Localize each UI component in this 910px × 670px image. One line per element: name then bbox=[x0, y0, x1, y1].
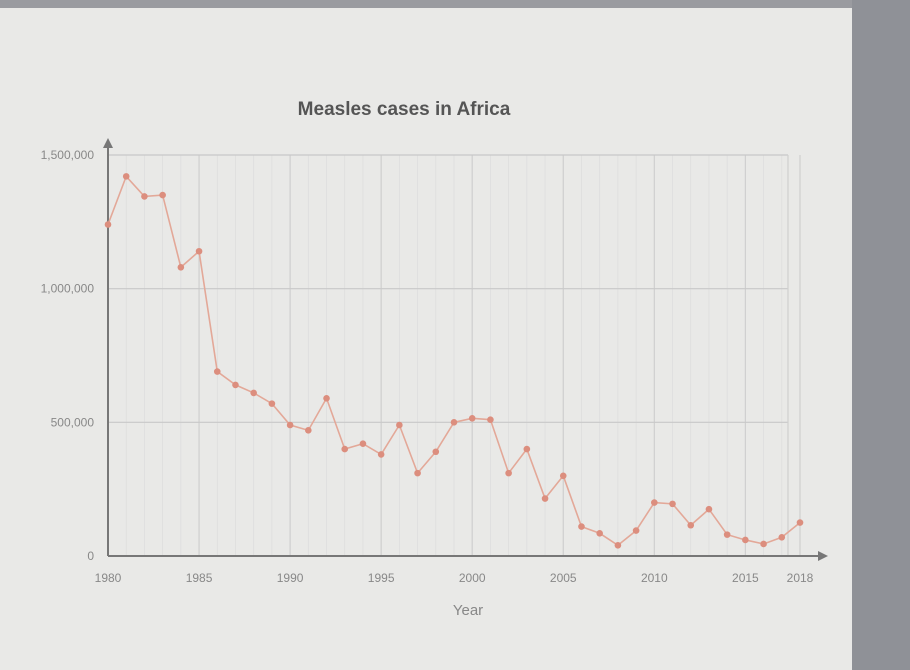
data-point bbox=[450, 419, 458, 426]
data-point bbox=[760, 540, 767, 548]
x-tick-label: 2015 bbox=[732, 571, 759, 585]
data-point bbox=[141, 193, 148, 200]
data-point bbox=[159, 191, 166, 199]
grid bbox=[107, 154, 801, 556]
data-point bbox=[232, 381, 239, 389]
data-point bbox=[213, 368, 221, 375]
data-point bbox=[286, 421, 294, 429]
data-point bbox=[723, 531, 731, 538]
data-point bbox=[323, 394, 330, 402]
y-axis-arrow bbox=[103, 138, 113, 148]
y-tick-label: 500,000 bbox=[51, 415, 95, 429]
axes bbox=[103, 138, 828, 561]
x-tick-label: 2018 bbox=[787, 571, 814, 585]
data-point bbox=[596, 529, 603, 537]
y-tick-label: 0 bbox=[87, 549, 94, 563]
data-point bbox=[359, 440, 367, 448]
data-point bbox=[377, 451, 385, 458]
data-point bbox=[414, 469, 421, 477]
data-point bbox=[523, 445, 531, 453]
data-point bbox=[778, 533, 786, 541]
data-point bbox=[614, 542, 622, 549]
x-tick-label: 1995 bbox=[368, 571, 395, 585]
data-point bbox=[195, 247, 203, 255]
tick-labels: 1980 1985 1990 1995 2000 2005 2010 2015 2018 0 500… bbox=[41, 148, 814, 585]
chart-title: Measles cases in Africa bbox=[298, 99, 511, 120]
data-point bbox=[104, 221, 112, 228]
data-point bbox=[687, 521, 695, 529]
data-point bbox=[468, 415, 476, 422]
y-tick-label: 1,500,000 bbox=[41, 148, 95, 162]
data-point bbox=[250, 389, 257, 397]
data-point bbox=[578, 523, 585, 530]
data-point bbox=[742, 536, 749, 544]
x-axis-arrow bbox=[818, 551, 828, 561]
data-point bbox=[632, 527, 640, 534]
x-tick-label: 1980 bbox=[95, 571, 122, 585]
data-point bbox=[122, 173, 130, 180]
x-tick-label: 2010 bbox=[641, 571, 668, 585]
scan-border bbox=[852, 0, 910, 670]
x-axis-label: Year bbox=[453, 602, 483, 619]
data-point bbox=[505, 469, 512, 477]
data-point bbox=[305, 427, 312, 434]
x-tick-label: 2005 bbox=[550, 571, 577, 585]
data-point bbox=[705, 505, 713, 513]
data-point bbox=[541, 495, 549, 502]
data-point bbox=[177, 263, 185, 271]
x-tick-label: 2000 bbox=[459, 571, 486, 585]
data-point bbox=[341, 445, 349, 453]
data-point bbox=[651, 499, 658, 506]
data-point bbox=[559, 472, 567, 480]
series-measles-cases bbox=[104, 173, 804, 549]
data-point bbox=[432, 448, 440, 456]
data-point bbox=[669, 500, 676, 508]
data-point bbox=[396, 421, 403, 429]
chart-background bbox=[0, 8, 852, 670]
y-tick-label: 1,000,000 bbox=[41, 282, 95, 296]
data-point bbox=[796, 519, 804, 526]
x-tick-label: 1985 bbox=[186, 571, 213, 585]
data-point bbox=[268, 400, 276, 407]
x-tick-label: 1990 bbox=[277, 571, 304, 585]
data-point bbox=[487, 416, 494, 423]
